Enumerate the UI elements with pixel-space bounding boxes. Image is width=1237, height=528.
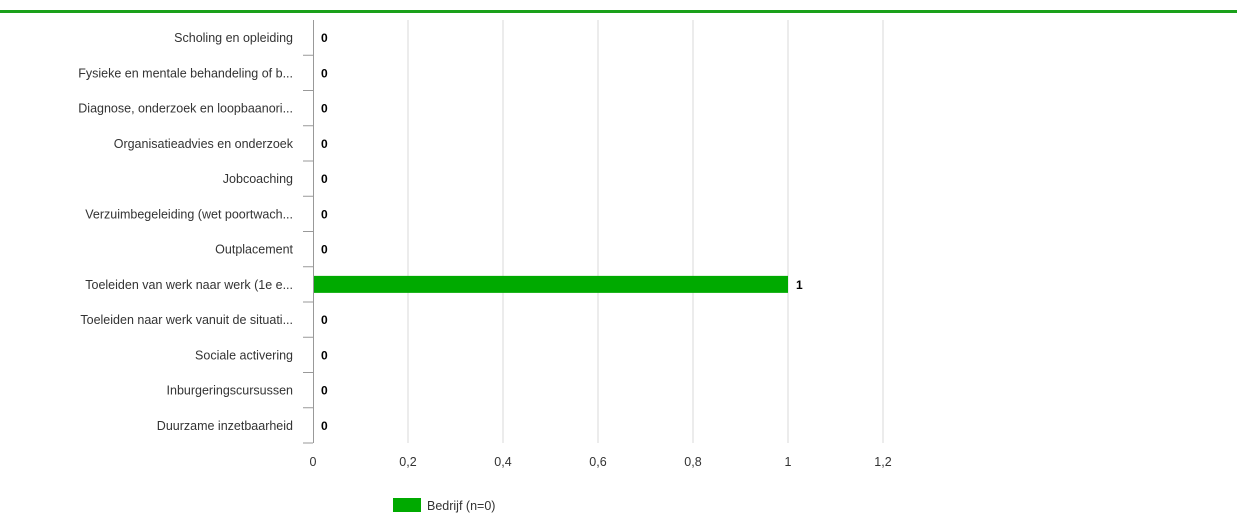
data-label: 0: [321, 384, 328, 398]
data-label: 0: [321, 102, 328, 116]
category-label: Scholing en opleiding: [174, 31, 293, 45]
data-label: 0: [321, 66, 328, 80]
x-tick-label: 1,2: [874, 455, 891, 469]
data-label: 0: [321, 172, 328, 186]
data-label: 0: [321, 207, 328, 221]
category-label: Organisatieadvies en onderzoek: [114, 137, 294, 151]
data-label: 0: [321, 313, 328, 327]
x-tick-label: 0,6: [589, 455, 606, 469]
category-label: Duurzame inzetbaarheid: [157, 419, 293, 433]
category-label: Diagnose, onderzoek en loopbaanori...: [78, 102, 293, 116]
x-tick-label: 0,4: [494, 455, 511, 469]
data-label: 0: [321, 348, 328, 362]
data-label: 1: [796, 278, 803, 292]
category-label: Jobcoaching: [223, 172, 293, 186]
category-label: Verzuimbegeleiding (wet poortwach...: [85, 207, 293, 221]
category-label: Inburgeringscursussen: [167, 384, 294, 398]
x-tick-label: 0,8: [684, 455, 701, 469]
category-label: Toeleiden naar werk vanuit de situati...: [80, 313, 293, 327]
header-rule: [0, 10, 1237, 13]
category-label: Fysieke en mentale behandeling of b...: [78, 66, 293, 80]
data-label: 0: [321, 243, 328, 257]
x-tick-label: 0,2: [399, 455, 416, 469]
category-label: Outplacement: [215, 243, 293, 257]
bar: [314, 275, 788, 293]
category-label: Toeleiden van werk naar werk (1e e...: [85, 278, 293, 292]
data-label: 0: [321, 31, 328, 45]
x-tick-label: 0: [310, 455, 317, 469]
data-label: 0: [321, 419, 328, 433]
x-tick-label: 1: [785, 455, 792, 469]
legend-swatch: [393, 498, 421, 512]
category-label: Sociale activering: [195, 348, 293, 362]
data-label: 0: [321, 137, 328, 151]
legend-label: Bedrijf (n=0): [427, 499, 495, 513]
